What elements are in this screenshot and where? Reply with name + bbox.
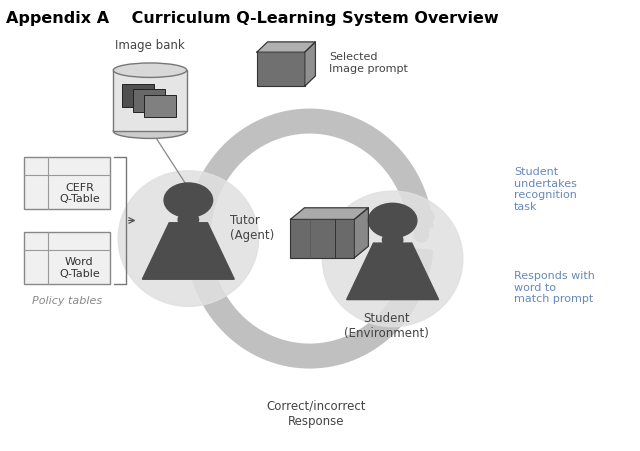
Circle shape bbox=[369, 204, 417, 238]
Text: Correct/incorrect
Response: Correct/incorrect Response bbox=[266, 399, 366, 427]
Text: Policy tables: Policy tables bbox=[32, 295, 102, 305]
Text: Responds with
word to
match prompt: Responds with word to match prompt bbox=[514, 271, 595, 304]
Bar bbox=[113, 71, 187, 132]
Ellipse shape bbox=[113, 64, 187, 78]
Ellipse shape bbox=[323, 192, 463, 327]
Bar bbox=[24, 232, 111, 284]
Text: Word
Q-Table: Word Q-Table bbox=[59, 257, 100, 278]
Polygon shape bbox=[142, 223, 234, 280]
Ellipse shape bbox=[118, 171, 259, 307]
Text: Student
(Environment): Student (Environment) bbox=[344, 311, 429, 339]
Text: CEFR
Q-Table: CEFR Q-Table bbox=[59, 182, 100, 204]
Bar bbox=[291, 220, 355, 258]
Bar bbox=[132, 90, 164, 113]
Polygon shape bbox=[305, 43, 316, 87]
Circle shape bbox=[383, 233, 403, 248]
Text: Selected
Image prompt: Selected Image prompt bbox=[329, 52, 408, 74]
Bar bbox=[24, 158, 111, 210]
Ellipse shape bbox=[113, 124, 187, 139]
Bar bbox=[143, 96, 175, 118]
Circle shape bbox=[178, 213, 198, 227]
Text: Image bank: Image bank bbox=[115, 39, 185, 52]
Polygon shape bbox=[257, 43, 316, 53]
Text: Appendix A    Curriculum Q-Learning System Overview: Appendix A Curriculum Q-Learning System … bbox=[6, 11, 499, 26]
Bar bbox=[122, 85, 154, 107]
Text: Student
undertakes
recognition
task: Student undertakes recognition task bbox=[514, 167, 577, 212]
Text: Tutor
(Agent): Tutor (Agent) bbox=[230, 214, 274, 242]
Polygon shape bbox=[355, 208, 369, 258]
Polygon shape bbox=[347, 244, 438, 300]
Polygon shape bbox=[291, 208, 369, 220]
Bar bbox=[257, 53, 305, 87]
Circle shape bbox=[164, 184, 212, 218]
